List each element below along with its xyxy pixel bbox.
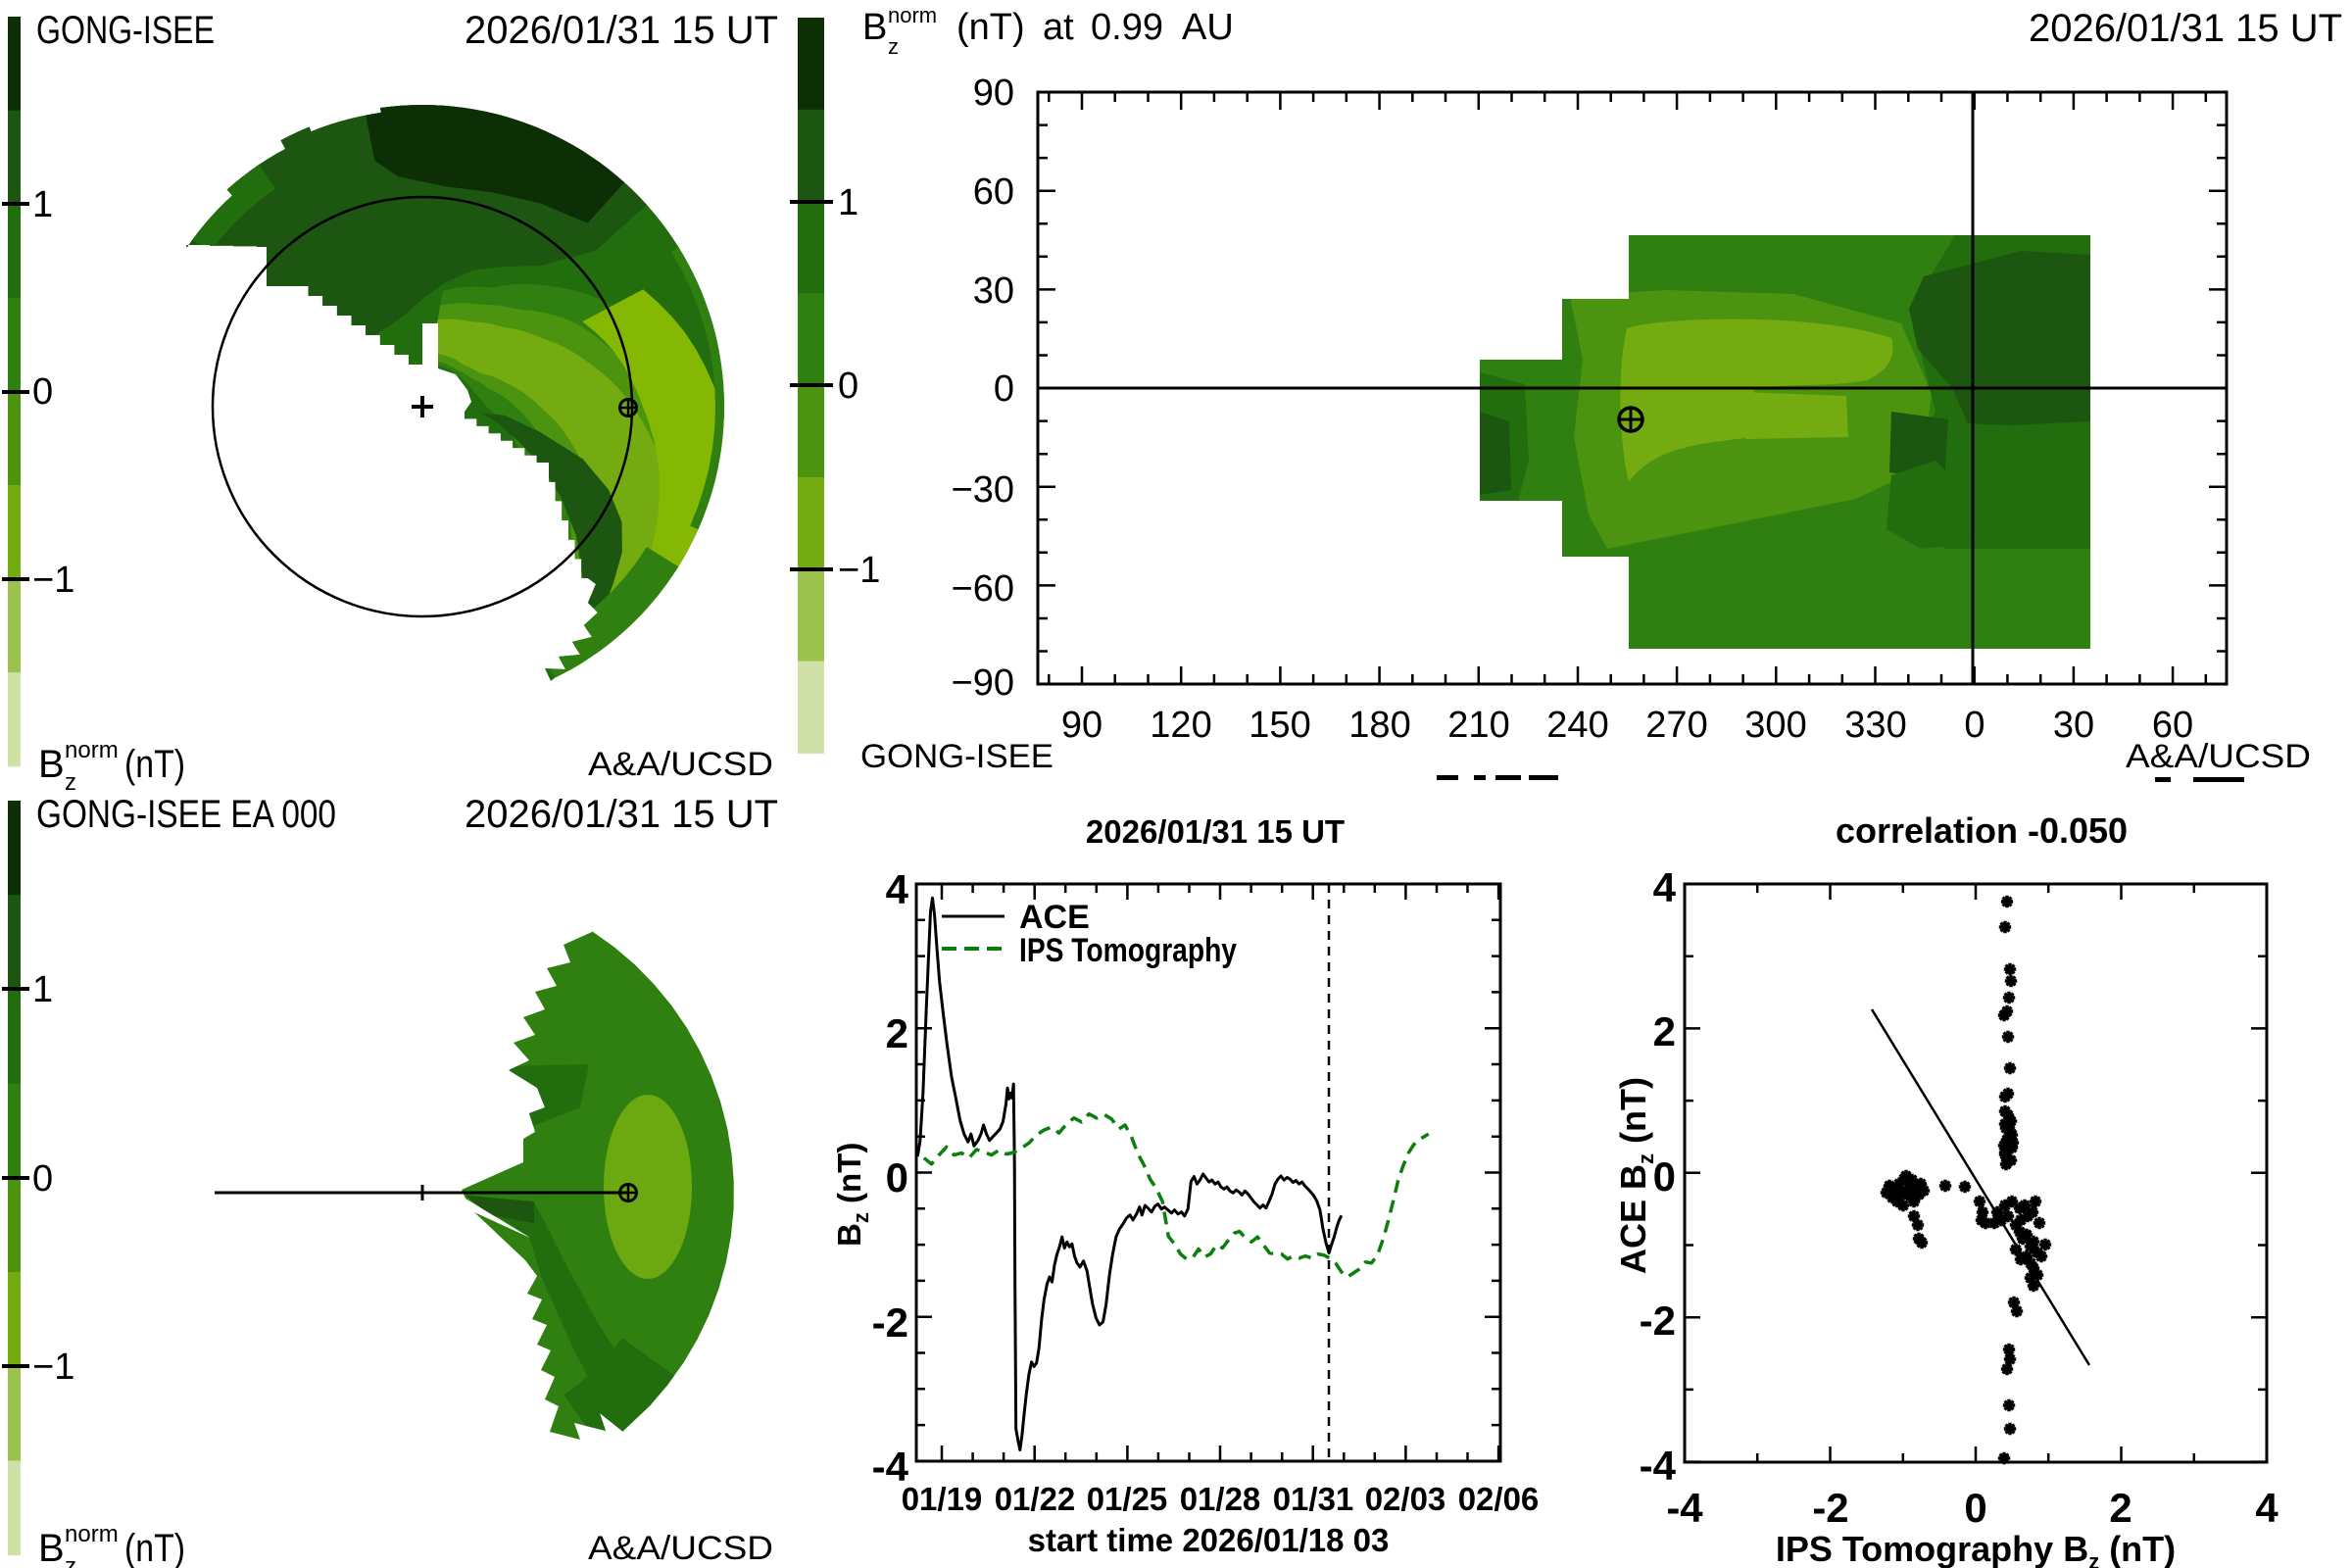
svg-text:(nT): (nT) — [956, 7, 1025, 48]
svg-text:2: 2 — [886, 1010, 908, 1056]
svg-text:Bz (nT): Bz (nT) — [831, 1143, 873, 1247]
svg-text:-4: -4 — [1640, 1443, 1677, 1489]
svg-text:AU: AU — [1182, 7, 1234, 48]
svg-text:180: 180 — [1348, 705, 1410, 746]
svg-text:(nT): (nT) — [124, 743, 185, 786]
svg-text:60: 60 — [2152, 705, 2193, 746]
svg-text:-4: -4 — [1666, 1485, 1703, 1531]
svg-text:-2: -2 — [872, 1299, 908, 1346]
svg-text:1: 1 — [32, 969, 53, 1010]
svg-text:02/03: 02/03 — [1365, 1481, 1446, 1517]
svg-text:norm: norm — [65, 1521, 119, 1547]
svg-text:2: 2 — [2109, 1485, 2132, 1531]
svg-text:4: 4 — [1653, 864, 1677, 910]
svg-text:60: 60 — [973, 172, 1014, 213]
svg-text:-2: -2 — [1812, 1485, 1848, 1531]
svg-text:0: 0 — [1964, 705, 1984, 746]
svg-text:270: 270 — [1645, 705, 1707, 746]
svg-text:0: 0 — [838, 366, 858, 407]
svg-text:A&A/UCSD: A&A/UCSD — [588, 746, 773, 783]
svg-text:1: 1 — [32, 184, 53, 225]
svg-text:2026/01/31 15 UT: 2026/01/31 15 UT — [465, 9, 778, 52]
svg-text:z: z — [888, 34, 899, 59]
svg-text:120: 120 — [1150, 705, 1211, 746]
svg-text:B: B — [38, 1527, 65, 1568]
svg-text:−1: −1 — [838, 550, 880, 591]
svg-text:B: B — [38, 743, 65, 786]
svg-text:correlation -0.050: correlation -0.050 — [1836, 810, 2128, 851]
svg-text:240: 240 — [1546, 705, 1608, 746]
svg-text:0: 0 — [1653, 1153, 1676, 1200]
svg-text:30: 30 — [2053, 705, 2094, 746]
svg-text:A&A/UCSD: A&A/UCSD — [2126, 738, 2311, 775]
svg-text:02/06: 02/06 — [1458, 1481, 1540, 1517]
svg-text:01/31: 01/31 — [1273, 1481, 1354, 1517]
svg-text:90: 90 — [973, 73, 1014, 114]
svg-text:-2: -2 — [1640, 1298, 1676, 1344]
svg-text:−30: −30 — [952, 469, 1014, 511]
svg-text:01/28: 01/28 — [1180, 1481, 1261, 1517]
svg-text:2026/01/31 15 UT: 2026/01/31 15 UT — [2029, 7, 2342, 50]
svg-text:30: 30 — [973, 270, 1014, 312]
svg-text:0: 0 — [1964, 1485, 1986, 1531]
svg-text:A&A/UCSD: A&A/UCSD — [588, 1530, 773, 1567]
svg-text:2026/01/31 15 UT: 2026/01/31 15 UT — [1086, 813, 1345, 850]
svg-text:IPS Tomography Bz (nT): IPS Tomography Bz (nT) — [1776, 1529, 2176, 1568]
svg-text:z: z — [65, 769, 76, 796]
svg-text:ACE Bz (nT): ACE Bz (nT) — [1613, 1077, 1658, 1274]
svg-text:1: 1 — [838, 182, 858, 223]
svg-text:GONG-ISEE: GONG-ISEE — [860, 738, 1054, 775]
svg-text:ACE: ACE — [1019, 899, 1090, 936]
svg-text:GONG-ISEE EA 000: GONG-ISEE EA 000 — [36, 793, 336, 836]
svg-text:01/19: 01/19 — [902, 1481, 983, 1517]
svg-text:norm: norm — [888, 3, 937, 27]
svg-text:90: 90 — [1061, 705, 1102, 746]
svg-text:0.99: 0.99 — [1091, 7, 1163, 48]
svg-text:GONG-ISEE: GONG-ISEE — [36, 9, 215, 52]
svg-text:210: 210 — [1447, 705, 1509, 746]
svg-text:4: 4 — [886, 866, 909, 912]
svg-text:0: 0 — [32, 371, 53, 413]
svg-text:4: 4 — [2255, 1485, 2278, 1531]
svg-text:−1: −1 — [32, 560, 74, 601]
svg-text:330: 330 — [1844, 705, 1906, 746]
svg-text:−90: −90 — [952, 662, 1014, 704]
svg-text:300: 300 — [1744, 705, 1806, 746]
svg-text:IPS Tomography: IPS Tomography — [1019, 932, 1237, 969]
svg-text:0: 0 — [994, 368, 1014, 410]
svg-text:B: B — [862, 7, 887, 48]
svg-text:2: 2 — [1653, 1008, 1676, 1054]
svg-text:at: at — [1043, 7, 1074, 48]
svg-text:−60: −60 — [952, 568, 1014, 610]
svg-text:z: z — [65, 1553, 76, 1568]
svg-text:150: 150 — [1249, 705, 1310, 746]
svg-text:norm: norm — [65, 737, 119, 763]
svg-text:start time 2026/01/18 03: start time 2026/01/18 03 — [1028, 1522, 1390, 1558]
svg-text:01/25: 01/25 — [1087, 1481, 1168, 1517]
svg-text:0: 0 — [32, 1158, 53, 1200]
svg-text:(nT): (nT) — [124, 1527, 185, 1568]
svg-text:01/22: 01/22 — [995, 1481, 1076, 1517]
svg-text:2026/01/31 15 UT: 2026/01/31 15 UT — [465, 793, 778, 836]
svg-text:0: 0 — [886, 1154, 908, 1200]
svg-text:−1: −1 — [32, 1347, 74, 1388]
svg-text:-4: -4 — [872, 1444, 909, 1490]
